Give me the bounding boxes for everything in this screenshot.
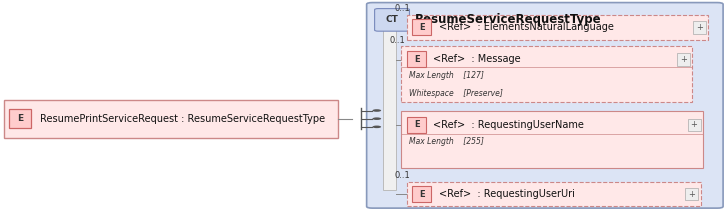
Bar xyxy=(693,21,706,34)
Text: +: + xyxy=(688,190,696,198)
Text: +: + xyxy=(696,23,703,32)
Bar xyxy=(412,19,431,35)
Bar xyxy=(407,51,426,67)
Circle shape xyxy=(372,117,381,120)
Circle shape xyxy=(372,109,381,112)
FancyBboxPatch shape xyxy=(375,9,409,31)
Bar xyxy=(677,53,690,66)
Text: <Ref>  : RequestingUserName: <Ref> : RequestingUserName xyxy=(433,120,584,130)
Bar xyxy=(9,109,31,129)
Text: CT: CT xyxy=(386,15,399,24)
Text: ResumePrintServiceRequest : ResumeServiceRequestType: ResumePrintServiceRequest : ResumeServic… xyxy=(40,114,325,124)
Text: <Ref>  : Message: <Ref> : Message xyxy=(433,54,521,64)
FancyBboxPatch shape xyxy=(401,46,692,102)
Bar xyxy=(383,22,396,190)
Text: +: + xyxy=(680,55,687,64)
Bar xyxy=(412,186,431,202)
Text: E: E xyxy=(419,190,425,198)
Text: 0..1: 0..1 xyxy=(395,171,411,180)
Text: E: E xyxy=(414,120,420,129)
Text: <Ref>  : RequestingUserUri: <Ref> : RequestingUserUri xyxy=(439,189,574,199)
Text: E: E xyxy=(419,23,425,32)
Text: Max Length    [255]: Max Length [255] xyxy=(409,137,484,146)
Text: +: + xyxy=(690,120,698,129)
Bar xyxy=(407,117,426,133)
Circle shape xyxy=(372,126,381,128)
Text: Whitespace    [Preserve]: Whitespace [Preserve] xyxy=(409,89,502,98)
Text: 0..1: 0..1 xyxy=(395,4,411,13)
Bar xyxy=(4,100,338,138)
Bar xyxy=(685,187,698,200)
Text: ResumeServiceRequestType: ResumeServiceRequestType xyxy=(415,13,601,26)
FancyBboxPatch shape xyxy=(407,182,701,206)
FancyBboxPatch shape xyxy=(367,3,723,208)
Text: Max Length    [127]: Max Length [127] xyxy=(409,71,484,80)
Text: E: E xyxy=(17,114,23,123)
Text: E: E xyxy=(414,55,420,64)
Text: <Ref>  : ElementsNaturalLanguage: <Ref> : ElementsNaturalLanguage xyxy=(439,22,613,32)
FancyBboxPatch shape xyxy=(407,15,708,40)
Bar xyxy=(688,118,701,131)
FancyBboxPatch shape xyxy=(401,111,703,168)
Text: 0..1: 0..1 xyxy=(390,35,406,45)
